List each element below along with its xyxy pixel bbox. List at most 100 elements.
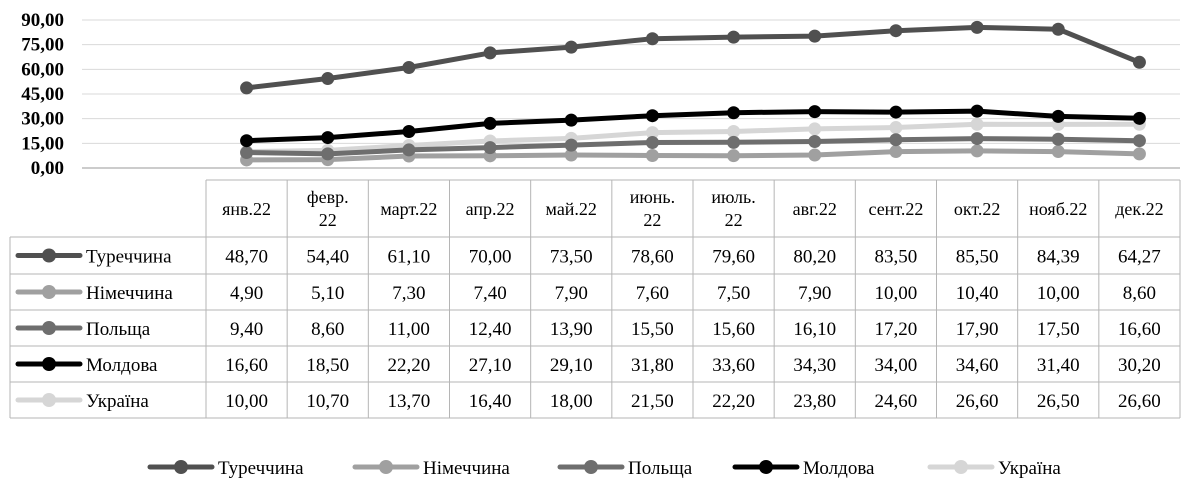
legend-label: Туреччина [218, 458, 304, 479]
data-point [1051, 132, 1065, 146]
data-point [970, 132, 984, 146]
table-cell-value: 61,10 [388, 247, 431, 268]
data-point [1132, 147, 1146, 161]
table-cell-value: 10,00 [1037, 283, 1080, 304]
row-legend-key-marker [42, 357, 56, 371]
x-category-label: дек.22 [1115, 199, 1163, 219]
data-point [970, 20, 984, 34]
row-legend-key-marker [42, 321, 56, 335]
legend-key-marker [759, 460, 773, 474]
y-tick-label: 0,00 [31, 158, 64, 179]
series-row-label: Україна [86, 391, 149, 412]
data-point [402, 61, 416, 75]
data-point [889, 133, 903, 147]
table-cell-value: 8,60 [1123, 283, 1156, 304]
data-point [970, 144, 984, 158]
data-point [727, 149, 741, 163]
table-cell-value: 31,40 [1037, 355, 1080, 376]
table-cell-value: 78,60 [631, 247, 674, 268]
table-cell-value: 4,90 [230, 283, 263, 304]
y-tick-label: 30,00 [21, 109, 64, 130]
data-point [1051, 145, 1065, 159]
data-point [483, 116, 497, 130]
table-cell-value: 26,50 [1037, 391, 1080, 412]
table-cell-value: 16,40 [469, 391, 512, 412]
legend-label: Україна [998, 458, 1061, 479]
table-cell-value: 48,70 [225, 247, 268, 268]
table-cell-value: 26,60 [956, 391, 999, 412]
data-point [970, 104, 984, 118]
series-line [244, 136, 1142, 157]
data-point [240, 134, 254, 148]
table-cell-value: 12,40 [469, 319, 512, 340]
table-cell-value: 10,40 [956, 283, 999, 304]
series-row-label: Німеччина [86, 283, 173, 304]
data-point [240, 81, 254, 95]
table-cell-value: 13,90 [550, 319, 593, 340]
x-category-label: авг.22 [793, 199, 837, 219]
table-cell-value: 17,20 [875, 319, 918, 340]
table-cell-value: 34,00 [875, 355, 918, 376]
row-legend-key-marker [42, 393, 56, 407]
table-cell-value: 26,60 [1118, 391, 1161, 412]
data-point [564, 148, 578, 162]
x-category-label: март.22 [380, 199, 437, 219]
data-point [808, 135, 822, 149]
table-cell-value: 27,10 [469, 355, 512, 376]
row-legend-key-marker [42, 248, 56, 263]
x-category-label: янв.22 [222, 199, 271, 219]
x-category-label: июнь. 22 [630, 187, 675, 230]
table-cell-value: 79,60 [712, 247, 755, 268]
table-cell-value: 16,10 [793, 319, 836, 340]
table-cell-value: 54,40 [306, 247, 349, 268]
table-cell-value: 18,50 [306, 355, 349, 376]
legend-label: Польща [628, 458, 693, 479]
data-point [808, 122, 822, 136]
data-point [970, 117, 984, 131]
table-cell-value: 23,80 [793, 391, 836, 412]
data-point [808, 29, 822, 43]
table-cell-value: 10,00 [225, 391, 268, 412]
table-cell-value: 7,30 [392, 283, 425, 304]
x-category-label: май.22 [546, 199, 597, 219]
data-point [321, 131, 335, 145]
data-point [645, 149, 659, 163]
y-tick-label: 15,00 [21, 133, 64, 154]
table-cell-value: 5,10 [311, 283, 344, 304]
y-tick-label: 75,00 [21, 35, 64, 56]
data-point [483, 46, 497, 60]
data-point [1132, 55, 1146, 69]
table-cell-value: 30,20 [1118, 355, 1161, 376]
table-cell-value: 8,60 [311, 319, 344, 340]
row-legend-key-marker [42, 285, 56, 299]
table-cell-value: 21,50 [631, 391, 674, 412]
table-cell-value: 73,50 [550, 247, 593, 268]
y-tick-label: 90,00 [21, 10, 64, 31]
legend-key-marker [379, 460, 393, 474]
data-point [564, 113, 578, 127]
table-cell-value: 7,90 [798, 283, 831, 304]
x-category-label: окт.22 [954, 199, 1001, 219]
data-point [1132, 134, 1146, 148]
table-cell-value: 10,70 [306, 391, 349, 412]
table-cell-value: 17,50 [1037, 319, 1080, 340]
series-row-label: Польща [86, 319, 151, 340]
legend-label: Молдова [803, 458, 875, 479]
x-category-label: сент.22 [868, 199, 923, 219]
data-point [808, 105, 822, 119]
table-cell-value: 85,50 [956, 247, 999, 268]
table-cell-value: 7,40 [473, 283, 506, 304]
table-cell-value: 9,40 [230, 319, 263, 340]
x-category-label: февр. 22 [307, 187, 349, 230]
data-point [402, 143, 416, 157]
table-cell-value: 11,00 [388, 319, 430, 340]
table-cell-value: 18,00 [550, 391, 593, 412]
data-point [727, 106, 741, 120]
table-cell-value: 22,20 [388, 355, 431, 376]
data-point [240, 146, 254, 160]
table-cell-value: 31,80 [631, 355, 674, 376]
series-line [244, 108, 1142, 144]
data-point [889, 145, 903, 159]
